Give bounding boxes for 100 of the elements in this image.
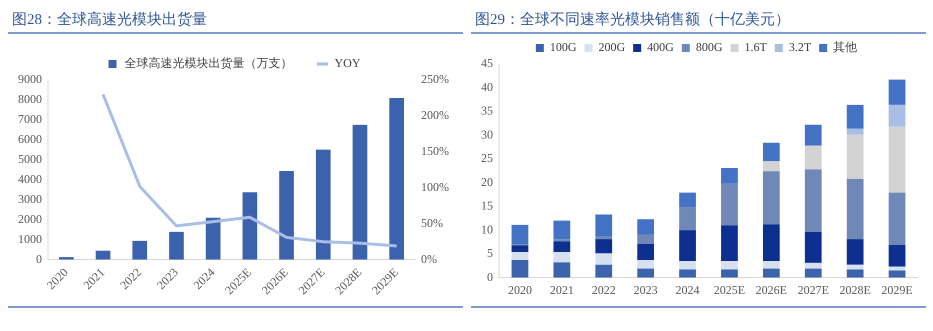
bar	[553, 220, 570, 240]
y-tick-label: 0	[36, 252, 42, 266]
bar	[804, 146, 822, 170]
bar	[721, 184, 738, 226]
x-tick-label: 2027E	[798, 282, 829, 297]
y2-tick-label: 100%	[421, 180, 450, 194]
legend-label: 1.6T	[744, 40, 768, 54]
bar	[679, 260, 696, 270]
bar	[96, 250, 110, 260]
legend-label: 其他	[833, 40, 858, 54]
y2-tick-label: 250%	[421, 72, 450, 86]
y-tick-label: 1000	[18, 232, 42, 246]
bar	[846, 104, 864, 129]
x-tick-label: 2023	[634, 282, 658, 297]
legend-label: 400G	[647, 40, 674, 54]
bar	[888, 80, 906, 105]
chart-title: 图29：全球不同速率光模块销售额（十亿美元）	[474, 10, 791, 30]
y-tick-label: 15	[481, 198, 493, 213]
y-tick-label: 7000	[18, 112, 42, 126]
bar	[242, 192, 258, 260]
bar	[804, 262, 822, 269]
y-tick-label: 6000	[18, 132, 42, 146]
bar	[679, 192, 696, 208]
y-tick-label: 3000	[18, 192, 42, 206]
legend-label: 全球高速光模块出货量（万支）	[124, 56, 292, 70]
bar	[721, 168, 738, 184]
y-tick-label: 30	[481, 127, 493, 142]
y-tick-label: 45	[481, 56, 493, 70]
bar	[553, 239, 570, 242]
legend-label: 100G	[550, 40, 577, 54]
x-tick-label: 2022	[592, 282, 616, 297]
bar	[762, 224, 780, 261]
bar	[888, 126, 906, 193]
bar	[679, 207, 696, 230]
bar	[846, 134, 864, 179]
bar	[595, 264, 612, 278]
bar	[553, 262, 570, 278]
y2-tick-label: 50%	[421, 216, 444, 230]
bar	[721, 260, 738, 270]
bar	[512, 224, 528, 244]
bar	[352, 124, 368, 260]
bar	[762, 268, 780, 278]
bar	[888, 270, 906, 278]
bar	[846, 270, 864, 278]
bar	[888, 192, 906, 245]
bar	[637, 244, 654, 260]
legend-label: 3.2T	[788, 40, 812, 54]
x-tick-label: 2025E	[714, 282, 746, 297]
bar	[512, 252, 528, 260]
bar	[595, 253, 612, 265]
bar	[169, 232, 184, 260]
y-tick-label: 40	[481, 80, 493, 94]
bar	[206, 218, 220, 260]
bar	[132, 240, 148, 260]
bar	[59, 257, 74, 260]
bar	[888, 244, 906, 267]
y-tick-label: 35	[481, 104, 493, 118]
bar	[846, 178, 864, 240]
bar	[512, 260, 528, 278]
y2-tick-label: 150%	[421, 144, 450, 158]
chart-title: 图28：全球高速光模块出货量	[11, 10, 208, 30]
x-tick-label: 2021	[550, 282, 574, 297]
y-tick-label: 8000	[18, 92, 42, 106]
bar	[389, 98, 404, 260]
y-tick-label: 20	[481, 174, 493, 189]
x-tick-label: 2020	[508, 282, 532, 297]
bar	[721, 270, 738, 278]
bar	[595, 214, 612, 237]
y-tick-label: 0	[487, 270, 493, 284]
bar	[762, 260, 780, 269]
bar	[637, 234, 654, 244]
y-tick-label: 2000	[18, 212, 42, 226]
bar	[804, 124, 822, 146]
bar	[553, 252, 570, 262]
legend-label: YOY	[334, 56, 361, 70]
x-tick-label: 2024	[676, 282, 700, 297]
bar	[762, 142, 780, 162]
y2-tick-label: 0%	[421, 252, 438, 266]
y-tick-label: 10	[481, 222, 493, 236]
y-tick-label: 5000	[18, 152, 42, 166]
bar	[846, 128, 864, 135]
bar	[721, 225, 738, 261]
y-tick-label: 4000	[18, 172, 42, 186]
bar	[679, 230, 696, 261]
bar	[512, 245, 528, 252]
bar	[804, 232, 822, 263]
bar	[595, 239, 612, 254]
legend-label: 800G	[696, 40, 723, 54]
y-tick-label: 25	[481, 151, 493, 166]
bar	[637, 268, 654, 278]
bar	[637, 260, 654, 269]
bar	[279, 171, 294, 260]
x-tick-label: 2029E	[881, 282, 913, 297]
bar	[637, 219, 654, 235]
x-tick-label: 2028E	[839, 282, 871, 297]
y-tick-label: 9000	[18, 72, 42, 86]
bar	[846, 239, 864, 265]
bar	[804, 169, 822, 232]
x-tick-label: 2026E	[756, 282, 788, 297]
y2-tick-label: 200%	[421, 108, 450, 122]
